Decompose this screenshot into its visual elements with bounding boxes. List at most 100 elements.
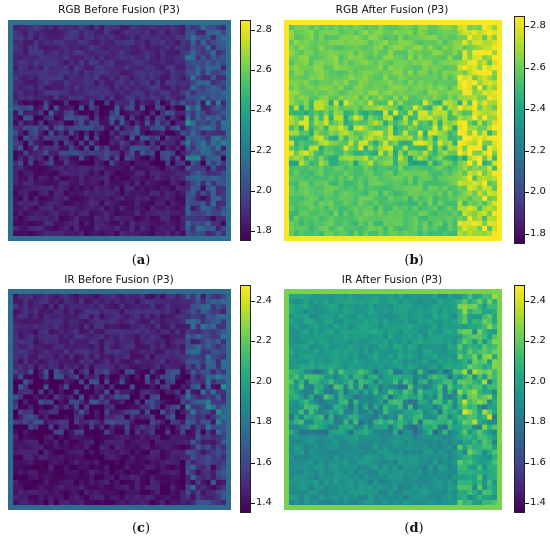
heatmap-cell [180,220,186,227]
heatmap-cell [99,80,105,86]
heatmap-cell [195,339,202,345]
heatmap-cell [388,115,394,122]
heatmap-cell [180,170,186,177]
heatmap-cell [170,105,176,112]
heatmap-cell [348,170,354,177]
heatmap-cell [383,20,389,26]
heatmap-cell [160,409,166,416]
heatmap-cell [104,349,110,355]
heatmap-cell [442,130,449,137]
heatmap-cell [393,55,399,61]
heatmap-cell [383,35,389,41]
heatmap-cell [363,60,369,66]
heatmap-cell [293,140,300,147]
heatmap-cell [497,210,502,217]
heatmap-cell [53,190,60,197]
heatmap-cell [338,170,345,177]
heatmap-cell [328,235,335,241]
heatmap-cell [104,215,110,222]
heatmap-cell [497,225,502,232]
heatmap-cell [139,165,146,172]
heatmap-cell [43,329,50,335]
heatmap-cell [68,90,75,96]
heatmap-cell [442,20,449,26]
heatmap-cell [293,115,300,122]
heatmap-cell [210,190,217,197]
heatmap-cell [195,205,202,212]
heatmap-cell [185,145,192,152]
heatmap-cell [472,45,478,51]
heatmap-cell [393,105,399,112]
heatmap-cell [378,75,384,81]
heatmap-cell [338,75,345,81]
heatmap-cell [487,235,493,241]
heatmap-cell [8,170,14,177]
colorbar-tick-mark [251,151,255,152]
heatmap-cell [220,235,227,241]
heatmap-cell [383,225,389,232]
heatmap-cell [328,60,335,66]
heatmap-cell [373,195,379,202]
heatmap-cell [497,85,502,91]
heatmap-cell [487,215,493,222]
heatmap-cell [170,155,176,162]
heatmap-cell [129,175,136,182]
heatmap-cell [63,319,70,325]
heatmap-cell [437,35,444,41]
heatmap-cell [18,369,24,375]
heatmap-cell [53,170,60,177]
heatmap-cell [427,205,434,212]
heatmap-cell [457,190,463,197]
heatmap-cell [442,75,449,81]
heatmap-cell [210,374,217,381]
heatmap-cell [89,344,95,350]
heatmap-cell [383,120,389,127]
heatmap-cell [43,210,50,217]
heatmap-cell [487,130,493,137]
heatmap-cell [220,329,227,335]
heatmap-cell [68,319,75,325]
heatmap-cell [160,85,166,91]
heatmap-cell [497,75,502,81]
heatmap-cell [43,200,50,207]
heatmap-cell [288,135,295,142]
heatmap-cell [190,115,197,122]
heatmap-cell [373,215,379,222]
heatmap-cell [38,80,45,86]
heatmap-cell [412,90,419,96]
heatmap-cell [284,55,290,61]
heatmap-cell [114,409,121,416]
heatmap-cell [68,384,75,391]
panel-b-heatmap [284,20,502,241]
heatmap-cell [457,100,463,106]
heatmap-cell [160,210,166,217]
heatmap-cell [78,105,85,112]
heatmap-cell [89,339,95,345]
heatmap-cell [308,90,315,96]
heatmap-cell [38,30,45,36]
heatmap-cell [84,374,90,381]
heatmap-cell [99,344,105,350]
heatmap-cell [195,230,202,237]
heatmap-cell [373,20,379,26]
heatmap-cell [353,80,359,86]
heatmap-cell [373,145,379,152]
heatmap-cell [175,55,181,61]
heatmap-cell [313,140,320,147]
heatmap-cell [343,155,349,162]
heatmap-cell [58,359,65,365]
heatmap-cell [338,190,345,197]
heatmap-cell [99,384,105,391]
heatmap-cell [109,20,116,26]
heatmap-cell [165,65,171,71]
heatmap-cell [417,105,424,112]
heatmap-cell [397,55,404,61]
heatmap-cell [185,100,192,106]
heatmap-cell [402,40,409,46]
heatmap-cell [38,399,45,406]
heatmap-cell [452,80,458,86]
heatmap-cell [33,85,40,91]
heatmap-cell [129,309,136,315]
heatmap-cell [109,364,116,370]
heatmap-cell [89,394,95,401]
